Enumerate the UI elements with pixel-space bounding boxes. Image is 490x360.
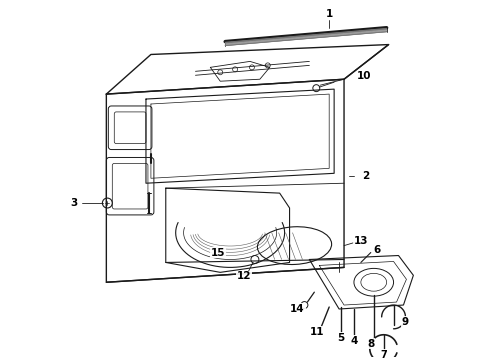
Text: 13: 13	[354, 236, 368, 246]
Text: 6: 6	[373, 244, 380, 255]
Text: 11: 11	[310, 327, 324, 337]
Text: 8: 8	[367, 339, 374, 349]
Text: 9: 9	[402, 317, 409, 327]
Text: 10: 10	[357, 71, 371, 81]
Text: 7: 7	[380, 350, 387, 360]
Text: 5: 5	[338, 333, 344, 343]
Text: 2: 2	[362, 171, 369, 181]
Text: 14: 14	[290, 304, 305, 314]
Text: 3: 3	[70, 198, 77, 208]
Text: 1: 1	[325, 9, 333, 19]
Text: 4: 4	[350, 336, 358, 346]
Text: 12: 12	[237, 271, 251, 281]
Text: 15: 15	[211, 248, 225, 257]
